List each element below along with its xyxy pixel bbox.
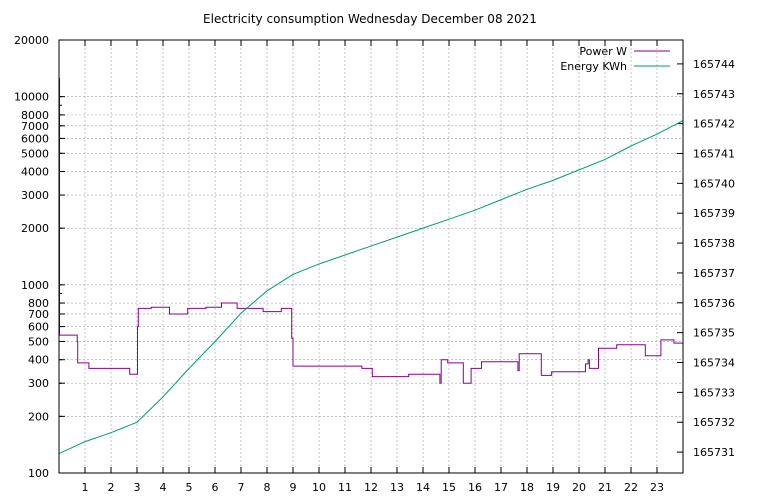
- y-tick-label: 600: [28, 321, 49, 334]
- x-tick-label: 6: [212, 481, 219, 494]
- y-tick-label: 200: [28, 410, 49, 423]
- y-tick-label: 400: [28, 354, 49, 367]
- x-tick-label: 21: [598, 481, 612, 494]
- x-tick-label: 2: [108, 481, 115, 494]
- x-tick-label: 13: [390, 481, 404, 494]
- series-line-power-w: [59, 77, 683, 384]
- legend-label: Energy KWh: [560, 60, 627, 73]
- x-tick-label: 16: [468, 481, 482, 494]
- y2-tick-label: 165736: [693, 297, 735, 310]
- x-tick-label: 22: [624, 481, 638, 494]
- y2-tick-label: 165731: [693, 446, 735, 459]
- legend-label: Power W: [579, 45, 627, 58]
- y2-tick-label: 165740: [693, 177, 735, 190]
- y-tick-label: 8000: [21, 109, 49, 122]
- x-tick-label: 11: [338, 481, 352, 494]
- y2-tick-label: 165744: [693, 58, 735, 71]
- x-tick-label: 17: [494, 481, 508, 494]
- y-tick-label: 2000: [21, 222, 49, 235]
- y-tick-label: 700: [28, 308, 49, 321]
- y-tick-label: 5000: [21, 147, 49, 160]
- x-tick-label: 18: [520, 481, 534, 494]
- y2-tick-label: 165732: [693, 416, 735, 429]
- x-tick-label: 14: [416, 481, 430, 494]
- y-tick-label: 4000: [21, 166, 49, 179]
- y-tick-label: 800: [28, 297, 49, 310]
- x-tick-label: 19: [546, 481, 560, 494]
- y2-tick-label: 165739: [693, 207, 735, 220]
- x-tick-label: 9: [290, 481, 297, 494]
- x-tick-label: 12: [364, 481, 378, 494]
- axis-ticks: 1 2 3 4 5 6 7 8 9 10 11 12 13 14 15 16 17 18 19 20 21 22 23100…: [14, 34, 735, 494]
- x-tick-label: 5: [186, 481, 193, 494]
- y-tick-label: 20000: [14, 34, 49, 47]
- x-tick-label: 8: [264, 481, 271, 494]
- y-tick-label: 1000: [21, 279, 49, 292]
- x-tick-label: 3: [134, 481, 141, 494]
- legend: Power W Energy KWh: [560, 45, 670, 73]
- y-tick-label: 100: [28, 467, 49, 480]
- grid-lines: [59, 40, 683, 473]
- y-tick-label: 7000: [21, 120, 49, 133]
- y-tick-label: 10000: [14, 91, 49, 104]
- y2-tick-label: 165735: [693, 327, 735, 340]
- x-tick-label: 10: [312, 481, 326, 494]
- y2-tick-label: 165733: [693, 386, 735, 399]
- x-tick-label: 4: [160, 481, 167, 494]
- y2-tick-label: 165743: [693, 88, 735, 101]
- y2-tick-label: 165742: [693, 118, 735, 131]
- x-tick-label: 7: [238, 481, 245, 494]
- chart-title: Electricity consumption Wednesday Decemb…: [203, 12, 537, 26]
- x-tick-label: 23: [650, 481, 664, 494]
- x-tick-label: 1: [82, 481, 89, 494]
- series-layer: [58, 77, 684, 455]
- y2-tick-label: 165738: [693, 237, 735, 250]
- x-tick-label: 15: [442, 481, 456, 494]
- x-tick-label: 20: [572, 481, 586, 494]
- y2-tick-label: 165737: [693, 267, 735, 280]
- y-tick-label: 500: [28, 335, 49, 348]
- y-tick-label: 6000: [21, 132, 49, 145]
- y-tick-label: 300: [28, 377, 49, 390]
- series-line-energy-kwh: [58, 120, 684, 455]
- plot-frame: [58, 39, 684, 474]
- y2-tick-label: 165741: [693, 147, 735, 160]
- y2-tick-label: 165734: [693, 357, 735, 370]
- y-tick-label: 3000: [21, 189, 49, 202]
